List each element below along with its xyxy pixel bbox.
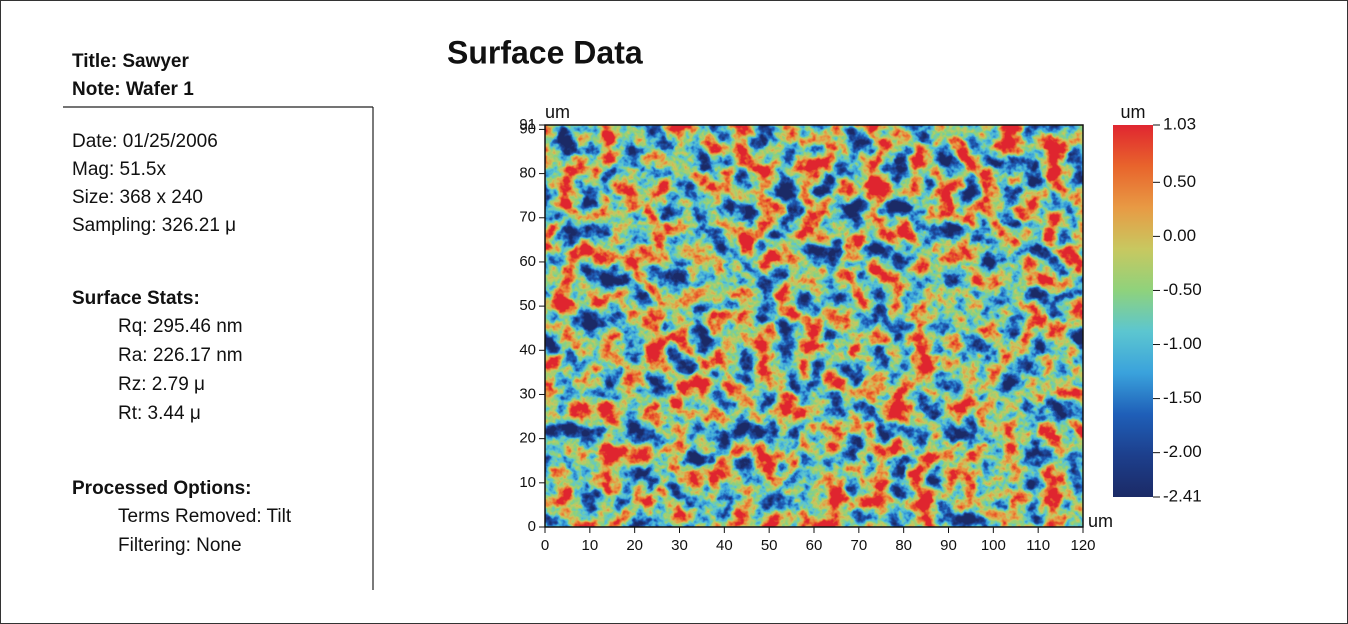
y-axis-label: um [545, 102, 570, 122]
x-tick-label: 20 [626, 537, 643, 554]
option-line: Terms Removed: Tilt [118, 506, 292, 527]
colorbar-tick-label: -0.50 [1163, 280, 1202, 299]
y-tick-label: 20 [519, 430, 536, 447]
colorbar-tick-label: -1.50 [1163, 388, 1202, 407]
y-tick-label: 60 [519, 253, 536, 270]
y-tick-label: 50 [519, 297, 536, 314]
y-tick-label: 70 [519, 209, 536, 226]
y-tick-label: 91 [519, 116, 536, 133]
y-tick-label: 90 [519, 120, 536, 137]
x-tick-label: 60 [806, 537, 823, 554]
colorbar-tick-label: 1.03 [1163, 114, 1196, 133]
x-tick-label: 30 [671, 537, 688, 554]
y-tick-label: 10 [519, 474, 536, 491]
colorbar-tick-label: 0.50 [1163, 172, 1196, 191]
x-tick-label: 120 [1070, 537, 1095, 554]
info-panel: Title: Sawyer Note: Wafer 1 Date: 01/25/… [72, 51, 292, 556]
info-line: Date: 01/25/2006 [72, 131, 218, 152]
x-tick-label: 110 [1026, 537, 1050, 554]
colorbar-tick-label: -2.41 [1163, 486, 1202, 505]
report-title: Title: Sawyer [72, 51, 189, 72]
x-tick-label: 100 [981, 537, 1006, 554]
colorbar-tick-label: -2.00 [1163, 442, 1202, 461]
report-note: Note: Wafer 1 [72, 79, 194, 100]
section-heading: Surface Stats: [72, 288, 200, 309]
section-heading: Processed Options: [72, 478, 252, 499]
x-tick-label: 0 [541, 537, 549, 554]
colorbar-tick-label: 0.00 [1163, 226, 1196, 245]
x-tick-label: 80 [895, 537, 912, 554]
info-line: Sampling: 326.21 μ [72, 215, 236, 236]
info-line: Mag: 51.5x [72, 159, 166, 180]
stat-line: Rq: 295.46 nm [118, 316, 243, 337]
y-tick-label: 0 [528, 518, 536, 535]
x-axis-label: um [1088, 511, 1113, 531]
stat-line: Ra: 226.17 nm [118, 345, 243, 366]
x-tick-label: 10 [581, 537, 598, 554]
info-line: Size: 368 x 240 [72, 187, 203, 208]
stat-line: Rt: 3.44 μ [118, 403, 201, 424]
chart-title: Surface Data [447, 34, 643, 70]
y-tick-label: 80 [519, 165, 536, 182]
x-tick-label: 90 [940, 537, 957, 554]
heatmap-surface [545, 125, 1083, 527]
option-line: Filtering: None [118, 535, 242, 556]
x-tick-label: 70 [850, 537, 867, 554]
x-tick-label: 50 [761, 537, 778, 554]
y-tick-label: 30 [519, 385, 536, 402]
colorbar [1113, 125, 1153, 497]
y-tick-label: 40 [519, 341, 536, 358]
x-tick-label: 40 [716, 537, 733, 554]
colorbar-tick-label: -1.00 [1163, 334, 1202, 353]
stat-line: Rz: 2.79 μ [118, 374, 205, 395]
colorbar-label: um [1120, 102, 1145, 122]
